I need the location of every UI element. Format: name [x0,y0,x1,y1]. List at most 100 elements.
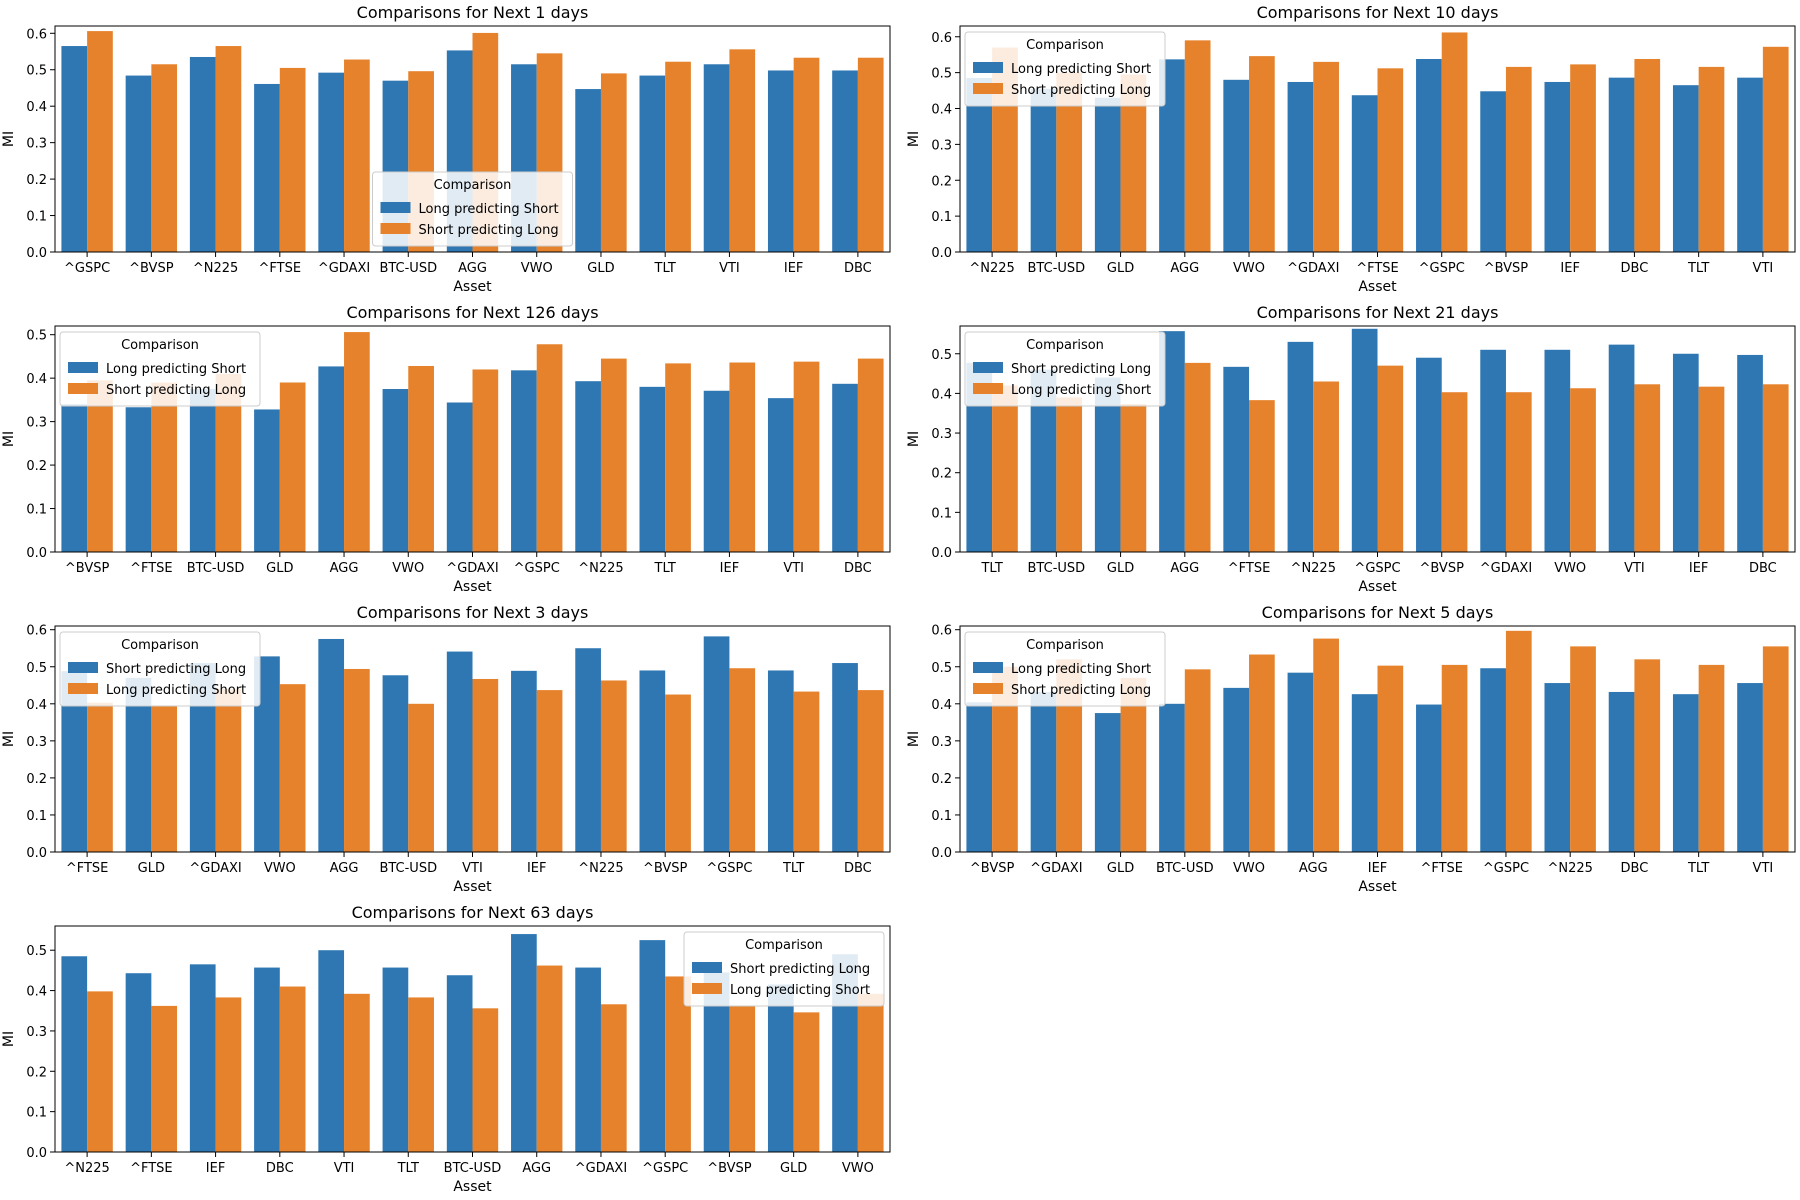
x-tick-label: BTC-USD [379,861,437,876]
legend-title: Comparison [1026,338,1104,353]
bar-orange-ief [215,997,242,1152]
legend-swatch [380,202,411,213]
bar-orange-bvsp [151,64,178,252]
legend-swatch [380,223,411,234]
x-tick-label: IEF [206,1161,226,1176]
subplot-2: Comparisons for Next 10 days 0.0 0.1 0.2 0.3… [906,3,1796,295]
y-axis-label: MI [1,1031,17,1047]
x-tick-label: BTC-USD [444,1161,502,1176]
bar-orange-bvsp [1441,392,1468,552]
x-tick-label: TLT [980,561,1002,576]
bar-blue-gdaxi [1480,349,1506,552]
bar-orange-agg [1184,40,1211,252]
y-tick-label: 0.3 [931,735,952,750]
y-tick-label: 0.2 [931,174,952,189]
bar-blue-dbc [832,663,858,852]
bar-blue-bvsp [966,702,993,852]
bar-blue-vti [318,950,345,1152]
y-axis-label: MI [1,131,17,147]
bar-orange-ief [793,57,820,252]
chart-title: Comparisons for Next 21 days [1257,303,1499,322]
y-tick-label: 0.4 [26,100,47,115]
bar-orange-n225 [600,680,627,852]
bar-orange-n225 [215,46,242,252]
bar-blue-tlt [382,967,409,1152]
x-tick-label: VTI [783,561,804,576]
y-tick-label: 0.6 [931,31,952,46]
legend-entry: Short predicting Long [1011,362,1151,377]
y-tick-label: 0.2 [26,173,47,188]
y-tick-label: 0.1 [26,1106,47,1121]
x-tick-label: ^FTSE [1228,561,1271,576]
bar-blue-ief [1351,694,1378,852]
bar-blue-vti [767,398,794,552]
bar-orange-vwo [857,993,884,1152]
y-tick-label: 0.5 [931,348,952,363]
y-axis-label: MI [906,131,922,147]
bar-orange-dbc [857,690,884,852]
legend-swatch [973,62,1003,73]
bar-blue-n225 [61,956,88,1152]
bar-blue-ftse [1351,95,1378,252]
bar-blue-vti [446,651,473,852]
bar-orange-gld [1120,404,1147,552]
bar-orange-agg [536,965,563,1152]
legend-entry: Long predicting Short [1011,383,1151,398]
legend-entry: Long predicting Short [106,362,246,377]
y-tick-label: 0.6 [931,624,952,639]
x-tick-label: DBC [1621,861,1649,876]
bar-orange-ief [1698,386,1725,552]
bar-orange-gdaxi [600,1004,627,1152]
bar-blue-gspc [61,46,88,252]
legend: Comparison Long predicting Short Short pre… [964,31,1166,107]
x-tick-label: ^GSPC [514,561,560,576]
legend-box [964,331,1166,407]
bar-blue-gdaxi [1030,691,1057,852]
bar-orange-tlt [793,691,820,852]
bar-orange-bvsp [87,380,113,552]
bar-orange-tlt [665,61,691,252]
bar-orange-vwo [279,684,306,852]
y-tick-label: 0.0 [931,246,952,261]
x-tick-label: IEF [1560,261,1580,276]
bar-blue-vwo [1223,79,1250,252]
legend-swatch [68,683,98,694]
bar-blue-ief [703,390,730,552]
x-tick-label: ^GDAXI [575,1161,627,1176]
x-tick-label: DBC [1749,561,1777,576]
y-tick-label: 0.6 [26,27,47,42]
bar-orange-vti [1634,384,1661,552]
bar-blue-vti [703,64,730,252]
legend-entry: Short predicting Long [106,662,246,677]
legend-swatch [973,683,1003,694]
legend-box [964,631,1166,707]
bar-orange-bvsp [665,694,691,852]
bar-orange-tlt [1698,66,1725,253]
bar-blue-gspc [511,370,537,552]
chart-title: Comparisons for Next 1 days [357,3,589,22]
bar-orange-dbc [857,358,884,552]
y-tick-label: 0.4 [26,698,47,713]
y-tick-label: 0.0 [26,846,47,861]
x-tick-label: BTC-USD [1028,261,1086,276]
legend-box [372,171,573,247]
x-tick-label: VWO [1233,861,1265,876]
y-tick-label: 0.2 [26,1065,47,1080]
bar-orange-gspc [729,668,756,852]
legend-swatch [692,983,722,994]
x-axis-label: Asset [1358,279,1397,295]
bar-blue-vti [1737,683,1763,852]
bar-blue-dbc [254,967,280,1152]
x-tick-label: DBC [844,561,872,576]
x-tick-label: TLT [782,861,804,876]
bar-blue-gdaxi [575,967,601,1152]
legend-title: Comparison [745,938,823,953]
bar-orange-gld [279,382,306,552]
bar-orange-tlt [992,385,1018,552]
bar-orange-gspc [1377,365,1404,552]
y-tick-label: 0.4 [931,698,952,713]
bar-blue-ief [189,964,216,1152]
legend-swatch [68,362,98,373]
legend-swatch [68,662,98,673]
y-tick-label: 0.4 [931,103,952,118]
